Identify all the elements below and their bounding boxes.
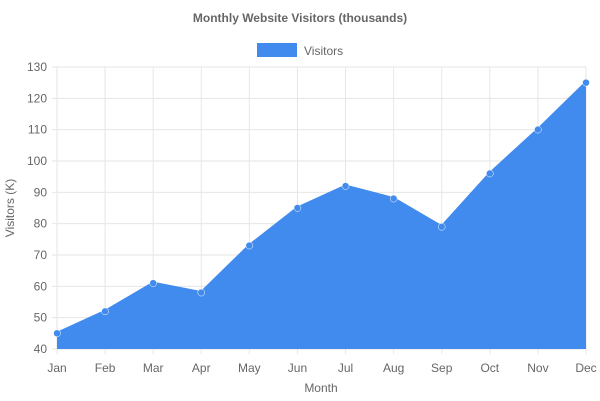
y-tick-label: 50	[34, 311, 48, 325]
series-line	[56, 81, 588, 335]
x-tick-label: Jan	[47, 361, 66, 375]
x-tick-label: Sep	[431, 361, 453, 375]
area-layer	[56, 81, 588, 350]
x-tick-label: May	[238, 361, 261, 375]
data-point[interactable]	[341, 182, 350, 190]
y-tick-label: 120	[27, 91, 47, 105]
y-tick-label: 100	[27, 154, 47, 168]
x-tick-label: Jun	[288, 361, 307, 375]
x-tick-label: Feb	[95, 361, 116, 375]
data-point[interactable]	[101, 307, 109, 316]
y-tick-label: 60	[34, 279, 48, 293]
legend-label: Visitors	[304, 44, 343, 58]
y-tick-label: 80	[34, 217, 48, 231]
x-axis: Jan Feb Mar Apr May Jun Jul Aug Sep Oct Nov Dec	[47, 361, 596, 375]
y-tick-label: 110	[28, 123, 47, 137]
y-tick-label: 70	[34, 248, 48, 262]
data-point[interactable]	[149, 279, 157, 287]
y-tick-label: 40	[34, 342, 48, 356]
series-area	[57, 82, 586, 350]
x-tick-label: Mar	[143, 361, 164, 375]
x-tick-label: Oct	[480, 361, 499, 375]
data-point[interactable]	[197, 288, 206, 297]
chart-title: Monthly Website Visitors (thousands)	[193, 11, 407, 25]
x-tick-label: Nov	[527, 361, 548, 375]
y-axis-title: Visitors (K)	[3, 179, 17, 237]
legend[interactable]: Visitors	[257, 43, 343, 58]
data-point[interactable]	[486, 169, 494, 178]
x-tick-label: Apr	[192, 361, 211, 375]
data-point[interactable]	[389, 194, 398, 203]
legend-swatch	[257, 43, 297, 57]
data-point[interactable]	[437, 223, 446, 231]
x-tick-label: Dec	[575, 361, 596, 375]
data-point[interactable]	[53, 329, 61, 338]
data-point[interactable]	[245, 241, 254, 250]
data-point[interactable]	[293, 204, 302, 212]
y-tick-label: 130	[27, 60, 47, 74]
data-point[interactable]	[582, 78, 590, 87]
y-tick-label: 90	[34, 185, 48, 199]
y-axis: 40 50 60 70 80 90 100 110 120 130	[27, 60, 47, 356]
x-tick-label: Aug	[383, 361, 404, 375]
x-axis-title: Month	[304, 381, 337, 395]
points-layer	[53, 78, 590, 338]
data-point[interactable]	[534, 125, 542, 134]
x-tick-label: Jul	[338, 361, 353, 375]
